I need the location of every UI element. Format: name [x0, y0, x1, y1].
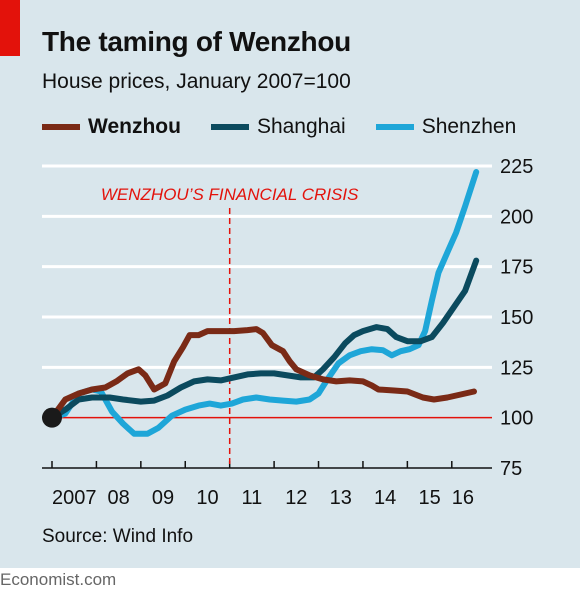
legend-label-shenzhen: Shenzhen	[421, 115, 517, 138]
start-point-dot	[42, 407, 62, 428]
y-tick-label-175: 175	[500, 257, 533, 279]
y-tick-label-225: 225	[500, 156, 533, 178]
legend-item-wenzhou: Wenzhou	[42, 115, 181, 139]
y-tick-label-200: 200	[500, 206, 533, 228]
x-tick-label-4: 11	[242, 487, 263, 509]
legend-item-shanghai: Shanghai	[210, 115, 346, 139]
series-line-shanghai	[49, 257, 480, 421]
brand-tab	[0, 0, 20, 56]
x-tick-label-6: 13	[330, 487, 352, 509]
legend-swatch-shenzhen	[375, 124, 414, 130]
legend-swatch-shanghai	[210, 124, 249, 130]
line-chart: 75 100 125 150 175 200 225 2007 08 09 10 11 12 13 14 15…	[42, 156, 533, 509]
x-tick-label-7: 14	[374, 487, 396, 509]
series-line-wenzhou	[49, 326, 477, 421]
chart-title: The taming of Wenzhou	[42, 26, 351, 57]
y-tick-label-100: 100	[500, 408, 533, 430]
crisis-annotation: WENZHOU’S FINANCIAL CRISIS	[101, 185, 359, 204]
footer-brand: Economist.com	[0, 570, 117, 589]
source-note: Source: Wind Info	[42, 526, 194, 547]
legend-label-wenzhou: Wenzhou	[88, 115, 181, 138]
legend-item-shenzhen: Shenzhen	[375, 115, 517, 139]
chart-panel	[0, 0, 580, 568]
y-tick-label-150: 150	[500, 307, 533, 329]
legend: Wenzhou Shanghai Shenzhen	[42, 114, 546, 140]
x-tick-label-0: 2007	[52, 487, 97, 509]
legend-label-shanghai: Shanghai	[256, 115, 346, 138]
x-tick-label-8: 15	[418, 487, 440, 509]
x-tick-label-5: 12	[285, 487, 307, 509]
x-tick-label-1: 08	[108, 487, 130, 509]
x-tick-label-2: 09	[152, 487, 174, 509]
x-tick-label-9: 16	[452, 487, 474, 509]
chart-subtitle: House prices, January 2007=100	[42, 70, 351, 93]
legend-swatch-wenzhou	[42, 124, 80, 130]
y-tick-label-125: 125	[500, 357, 533, 379]
y-tick-label-75: 75	[500, 458, 522, 480]
x-tick-label-3: 10	[196, 487, 218, 509]
